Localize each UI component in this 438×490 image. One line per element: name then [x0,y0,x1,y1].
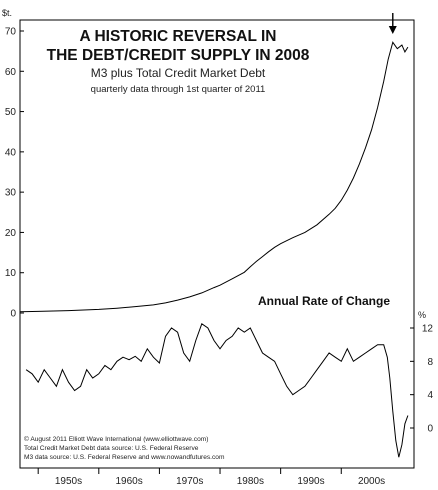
bottom-y-tick-label: 4 [427,390,433,401]
x-axis: 1950s 1960s 1970s 1980s 1990s 2000s [37,468,385,487]
annotation-layer [388,13,397,34]
top-y-tick-label: 40 [5,147,17,158]
bottom-panel-title: Annual Rate of Change [258,294,390,308]
x-tick-label: 1970s [176,476,203,487]
top-y-tick-label: 70 [5,27,17,38]
footnote-2: Total Credit Market Debt data source: U.… [24,445,199,452]
top-y-tick-label: 50 [5,107,17,118]
top-y-tick-label: 20 [5,228,17,239]
chart-title-line-1: A HISTORIC REVERSAL IN [80,28,277,45]
bottom-y-tick-label: 12 [422,324,434,335]
chart-title-line-2: THE DEBT/CREDIT SUPPLY IN 2008 [47,47,310,64]
x-tick-label: 1950s [55,476,82,487]
chart-subtitle-2: quarterly data through 1st quarter of 20… [91,84,266,95]
top-y-tick-label: 60 [5,67,17,78]
chart-subtitle: M3 plus Total Credit Market Debt [91,66,266,80]
bottom-y-unit-label: % [418,310,426,320]
x-tick-label: 1980s [237,476,264,487]
x-tick-label: 1990s [297,476,324,487]
arrow-head [388,26,397,34]
top-y-tick-label: 30 [5,188,17,199]
bottom-y-tick-label: 0 [427,424,433,435]
footnote-1: © August 2011 Elliott Wave International… [24,435,208,443]
bottom-y-tick-label: 8 [427,357,433,368]
debt-credit-line [19,41,409,313]
footnote-3: M3 data source: U.S. Federal Reserve and… [24,454,225,461]
series-layer [19,41,409,458]
top-y-tick-label: 10 [5,268,17,279]
x-tick-label: 1960s [115,476,142,487]
bottom-y-axis: 0 4 8 12 [410,324,433,435]
x-tick-label: 2000s [358,476,385,487]
top-y-axis: 0 10 20 30 40 50 60 70 [5,27,24,320]
rate-of-change-line [25,323,409,458]
top-y-unit-label: $t. [2,8,12,18]
top-y-tick-label: 0 [10,309,16,320]
